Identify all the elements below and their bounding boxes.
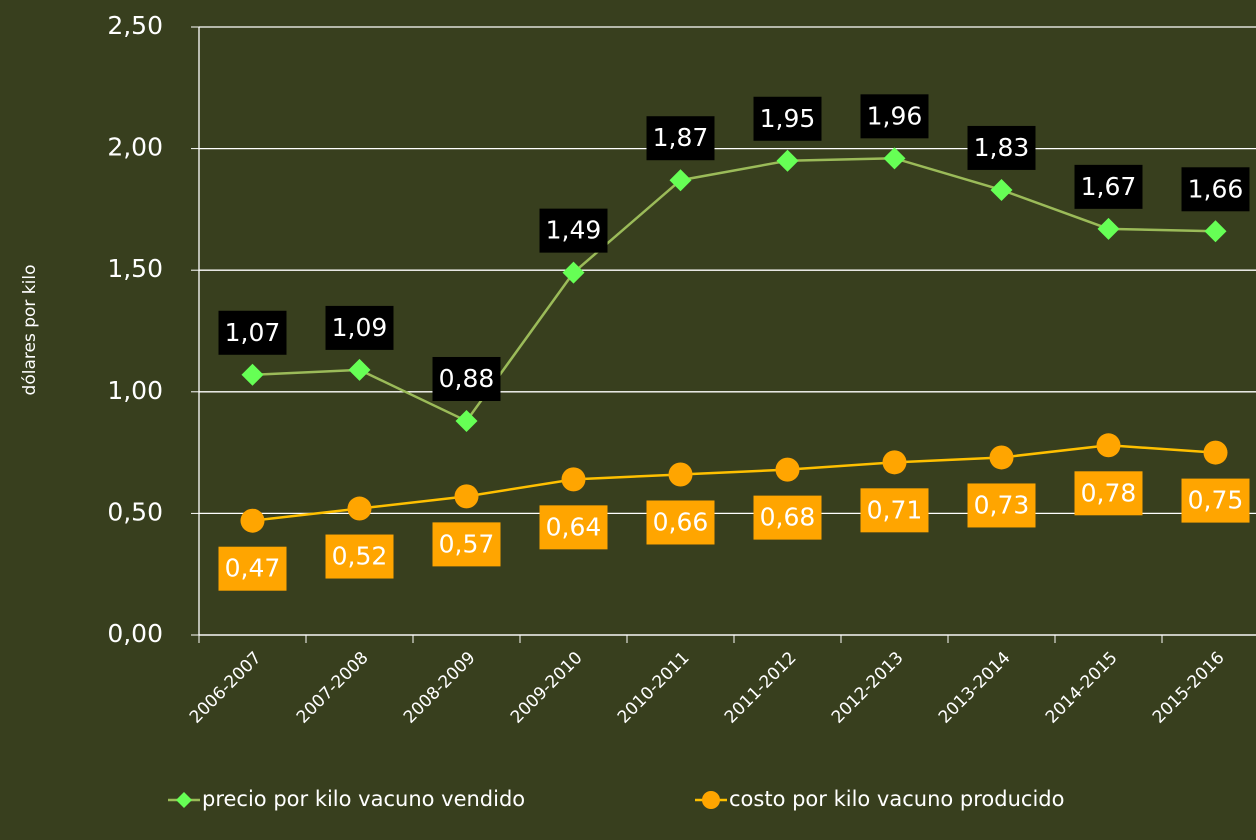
point xyxy=(562,261,585,284)
point xyxy=(883,147,906,170)
value-label-box xyxy=(753,495,822,540)
value-label: 0,47 xyxy=(225,554,281,583)
value-label: 0,71 xyxy=(867,495,923,524)
series-line xyxy=(252,157,1216,423)
legend-label: costo por kilo vacuno producido xyxy=(729,787,1064,811)
point xyxy=(347,496,372,521)
point xyxy=(241,363,264,386)
value-label-box xyxy=(753,96,822,141)
y-tick-label: 0,50 xyxy=(107,497,163,526)
value-label: 0,57 xyxy=(439,529,495,558)
value-label: 0,66 xyxy=(653,507,709,536)
point xyxy=(882,450,907,475)
value-label-box xyxy=(860,488,929,533)
value-label-box xyxy=(1181,167,1250,212)
y-tick-label: 2,50 xyxy=(107,11,163,40)
point xyxy=(990,178,1013,201)
value-label: 0,75 xyxy=(1188,486,1244,515)
value-label-box xyxy=(325,534,394,579)
y-tick-label: 0,00 xyxy=(107,619,163,648)
y-tick-label: 1,50 xyxy=(107,254,163,283)
value-label-box xyxy=(1181,478,1250,523)
value-label-box xyxy=(539,505,608,550)
value-label: 1,95 xyxy=(760,104,816,133)
value-label: 1,49 xyxy=(546,216,602,245)
value-label-box xyxy=(1074,164,1143,209)
point xyxy=(989,445,1014,470)
point xyxy=(348,358,371,381)
value-label-box xyxy=(967,125,1036,170)
value-label: 0,73 xyxy=(974,490,1030,519)
point xyxy=(1096,433,1121,458)
value-label: 1,96 xyxy=(867,101,923,130)
value-label: 0,78 xyxy=(1081,478,1137,507)
value-label: 1,67 xyxy=(1081,172,1137,201)
value-label: 1,87 xyxy=(653,123,709,152)
point xyxy=(775,457,800,482)
legend-marker xyxy=(176,792,192,808)
value-label-box xyxy=(218,310,287,355)
point xyxy=(1203,440,1228,465)
value-label-box xyxy=(967,483,1036,528)
point xyxy=(1204,220,1227,243)
point xyxy=(454,484,479,509)
y-axis-title: dólares por kilo xyxy=(20,265,40,396)
value-label-box xyxy=(539,208,608,253)
y-tick-label: 2,00 xyxy=(107,133,163,162)
value-label-box xyxy=(432,522,501,567)
value-label: 0,64 xyxy=(546,512,602,541)
point xyxy=(1097,217,1120,240)
legend-marker xyxy=(702,791,720,809)
value-label: 0,88 xyxy=(439,364,495,393)
value-label: 1,83 xyxy=(974,133,1030,162)
point xyxy=(668,462,693,487)
value-label: 1,09 xyxy=(332,313,388,342)
series-line xyxy=(252,444,1216,522)
legend-label: precio por kilo vacuno vendido xyxy=(202,787,525,811)
value-label-box xyxy=(1074,471,1143,516)
value-label: 0,68 xyxy=(760,503,816,532)
y-tick-label: 1,00 xyxy=(107,376,163,405)
point xyxy=(776,149,799,172)
value-label-box xyxy=(218,546,287,591)
value-label: 1,66 xyxy=(1188,174,1244,203)
value-label-box xyxy=(325,305,394,350)
value-label: 0,52 xyxy=(332,542,388,571)
point xyxy=(240,508,265,533)
value-label-box xyxy=(860,94,929,139)
value-label-box xyxy=(646,500,715,545)
value-label: 1,07 xyxy=(225,318,281,347)
value-label-box xyxy=(646,116,715,161)
point xyxy=(669,169,692,192)
point xyxy=(561,467,586,492)
point xyxy=(455,409,478,432)
value-label-box xyxy=(432,356,501,401)
